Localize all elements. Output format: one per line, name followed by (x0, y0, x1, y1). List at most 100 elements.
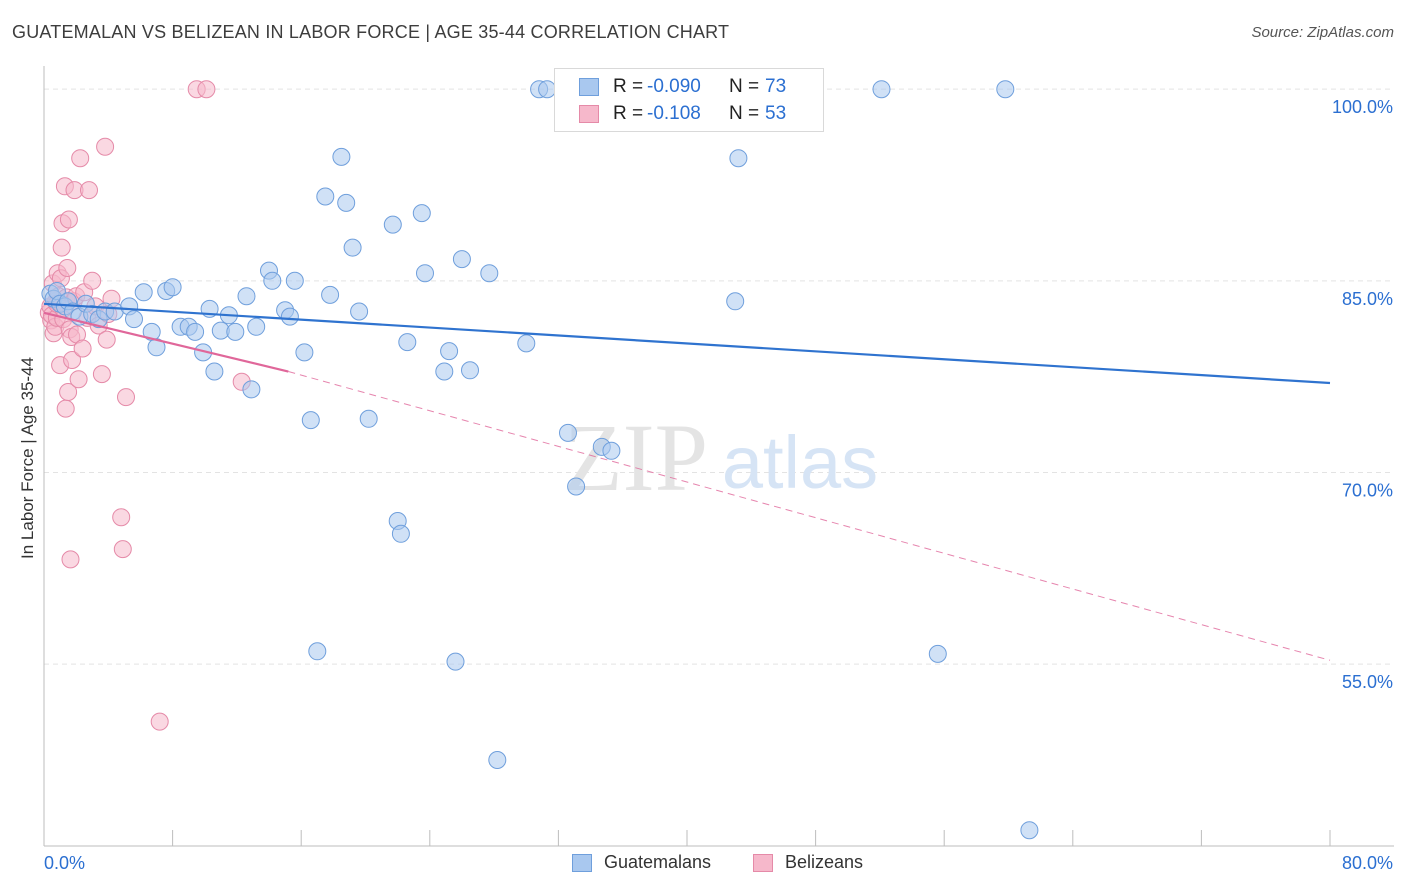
belizean-point (56, 399, 75, 418)
legend-n-label: N = (729, 103, 760, 124)
legend-n-value: 53 (765, 103, 787, 124)
belizean-point (71, 149, 90, 168)
guatemalan-point (205, 362, 224, 381)
guatemalan-point (337, 193, 356, 212)
belizean-point (63, 351, 82, 369)
guatemalan-point (343, 238, 362, 257)
guatemalan-point (928, 644, 947, 663)
guatemalan-point (301, 411, 320, 430)
guatemalan-point (308, 642, 327, 661)
legend-item-guatemalans[interactable]: Guatemalans (572, 852, 711, 873)
guatemalan-point (350, 302, 369, 321)
source-label: Source: ZipAtlas.com (1251, 24, 1394, 41)
guatemalan-point (247, 317, 266, 336)
guatemalan-point (359, 409, 378, 428)
belizean-point (52, 238, 71, 257)
guatemalan-point (391, 524, 410, 543)
y-tick-label: 85.0% (1342, 289, 1393, 309)
guatemalan-point (263, 271, 282, 290)
legend-item-belizeans[interactable]: Belizeans (753, 852, 863, 873)
guatemalan-point (285, 271, 304, 290)
guatemalan-point (383, 215, 402, 234)
guatemalan-point (461, 361, 479, 380)
guatemalan-point (440, 342, 459, 361)
guatemalan-point (186, 322, 205, 341)
guatemalan-point (726, 292, 745, 311)
legend-n-label: N = (729, 76, 760, 97)
guatemalan-point (1020, 821, 1039, 840)
guatemalan-point (452, 250, 471, 269)
guatemalan-point (488, 751, 507, 769)
stats-legend: R = -0.090 N = 73 R = -0.108 N = 53 (554, 68, 824, 132)
guatemalan-point (237, 287, 256, 306)
legend-r-value: -0.108 (647, 103, 701, 124)
y-tick-label: 55.0% (1342, 672, 1393, 692)
legend-r-label: R = (613, 103, 644, 124)
legend-swatch-blue (579, 78, 599, 96)
guatemalan-point (412, 204, 431, 223)
x-tick-label-min: 0.0% (44, 853, 85, 873)
belizean-point (59, 383, 78, 401)
guatemalan-point (163, 278, 182, 297)
legend-swatch-pink (579, 105, 599, 123)
legend-label-guatemalans: Guatemalans (604, 852, 712, 872)
tick-labels: 55.0% 70.0% 85.0% 100.0% 0.0% 80.0% (44, 97, 1393, 873)
legend-label-belizeans: Belizeans (785, 852, 864, 872)
guatemalan-point (280, 307, 299, 326)
belizean-trend-extension (288, 371, 1331, 661)
belizean-points (39, 80, 251, 731)
legend-n-value: 73 (765, 76, 787, 97)
chart-title: GUATEMALAN VS BELIZEAN IN LABOR FORCE | … (12, 22, 730, 42)
legend-r-value: -0.090 (647, 76, 701, 97)
guatemalan-point (446, 652, 465, 671)
belizean-point (73, 339, 92, 358)
guatemalan-point (398, 333, 417, 352)
belizean-point (80, 181, 98, 200)
guatemalan-point (416, 264, 434, 283)
guatemalan-points (41, 80, 1039, 840)
legend-row-guatemalans: R = -0.090 N = 73 (579, 74, 786, 100)
y-tick-label: 70.0% (1342, 480, 1393, 500)
belizean-point (97, 330, 116, 349)
guatemalan-point (559, 423, 577, 442)
x-tick-label-max: 80.0% (1342, 853, 1393, 873)
guatemalan-point (729, 149, 748, 168)
watermark: ZIP atlas (564, 404, 878, 511)
series-legend: Guatemalans Belizeans (0, 852, 1406, 876)
belizean-point (150, 712, 169, 731)
guatemalan-point (295, 343, 314, 362)
belizean-point (96, 137, 115, 156)
guatemalan-point (321, 285, 340, 304)
belizean-point (59, 210, 78, 229)
belizean-point (113, 540, 132, 559)
belizean-point (69, 370, 88, 389)
legend-r-label: R = (613, 76, 644, 97)
guatemalan-point (226, 322, 245, 341)
guatemalan-point (332, 147, 351, 166)
belizean-point (83, 271, 102, 290)
watermark-zip: ZIP (564, 404, 708, 511)
trend-lines (43, 302, 1331, 661)
belizean-point (117, 388, 135, 407)
belizean-point (61, 550, 80, 569)
guatemalan-point (517, 334, 536, 353)
legend-swatch-blue (572, 853, 592, 872)
belizean-point (197, 80, 216, 99)
guatemalan-point (480, 264, 499, 283)
watermark-atlas: atlas (722, 421, 878, 504)
guatemalan-point (996, 80, 1015, 99)
guatemalan-point (602, 441, 621, 460)
guatemalan-trend-line (43, 302, 1331, 385)
guatemalan-point (872, 80, 891, 99)
guatemalan-point (435, 362, 454, 381)
guatemalan-point (316, 187, 335, 206)
guatemalan-point (134, 283, 153, 302)
legend-swatch-pink (753, 853, 773, 872)
belizean-trend-line (43, 311, 289, 373)
legend-row-belizeans: R = -0.108 N = 53 (579, 101, 786, 127)
belizean-point (112, 508, 131, 527)
axes (43, 66, 1394, 847)
guatemalan-point (567, 477, 586, 496)
guatemalan-point (242, 380, 261, 399)
